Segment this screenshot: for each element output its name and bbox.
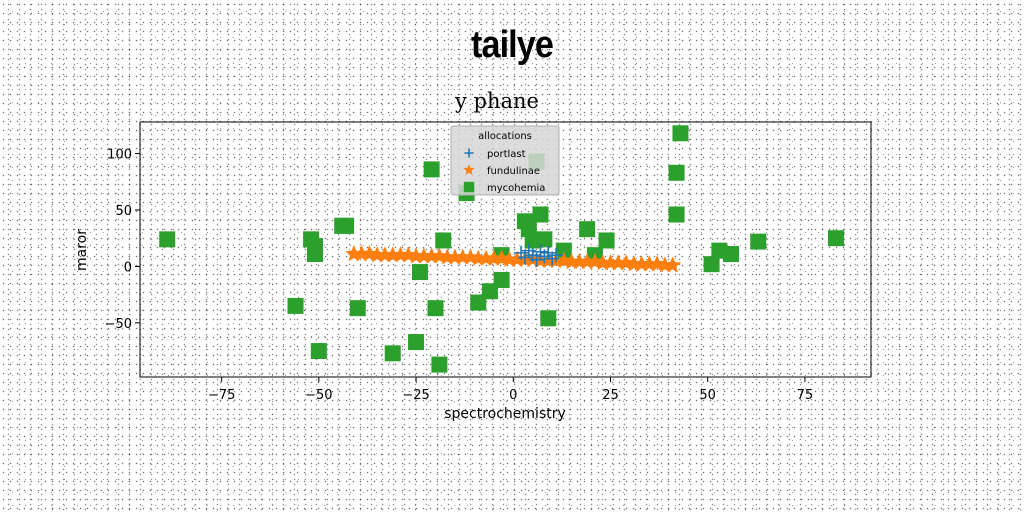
y-axis-label: maror: [74, 229, 90, 271]
point-mycohemia: [159, 231, 176, 248]
point-mycohemia: [349, 300, 366, 317]
point-mycohemia: [668, 164, 685, 181]
point-portlast: [529, 252, 544, 267]
legend-marker-portlast: [464, 148, 474, 158]
point-mycohemia: [310, 343, 327, 360]
series-portlast: [514, 243, 564, 267]
y-tick-label: 50: [115, 204, 132, 219]
axes-frame: [139, 121, 872, 378]
point-mycohemia: [828, 230, 845, 247]
x-tick-label: 75: [797, 388, 814, 403]
point-mycohemia: [384, 345, 401, 362]
point-portlast: [549, 248, 564, 263]
y-tick-label: 100: [107, 148, 132, 163]
point-mycohemia: [408, 334, 425, 351]
x-tick-label: 50: [699, 388, 716, 403]
point-mycohemia: [423, 161, 440, 178]
x-tick-label: −25: [402, 388, 429, 403]
y-tick-label: −50: [105, 317, 132, 332]
series-fundulinae: [345, 245, 682, 273]
point-mycohemia: [427, 300, 444, 317]
x-tick-label: −50: [305, 388, 332, 403]
legend-entry-label: mycohemia: [487, 183, 545, 194]
x-axis-label: spectrochemistry: [444, 406, 566, 422]
point-mycohemia: [750, 233, 767, 250]
point-mycohemia: [306, 246, 323, 263]
x-tick-label: 25: [602, 388, 619, 403]
point-mycohemia: [703, 256, 720, 273]
x-tick-label: −75: [208, 388, 235, 403]
legend-title: allocations: [478, 131, 532, 142]
point-mycohemia: [411, 264, 428, 281]
point-mycohemia: [338, 217, 355, 234]
point-mycohemia: [668, 206, 685, 223]
point-mycohemia: [431, 356, 448, 373]
point-mycohemia: [723, 246, 740, 263]
chart-title: y phane: [454, 89, 539, 113]
point-mycohemia: [287, 297, 304, 314]
legend: allocations portlast fundulinae mycohemia: [450, 125, 560, 196]
figure-suptitle: tailye: [470, 24, 554, 66]
plot-area: [159, 125, 845, 373]
point-mycohemia: [540, 310, 557, 327]
y-tick-label: 0: [124, 260, 132, 275]
legend-box: [450, 125, 560, 196]
point-mycohemia: [536, 231, 553, 248]
point-mycohemia: [493, 271, 510, 288]
point-fundulinae: [664, 256, 682, 273]
point-mycohemia: [598, 232, 615, 249]
legend-entry-label: fundulinae: [487, 166, 540, 177]
legend-marker-fundulinae: [463, 164, 475, 175]
legend-entry-label: portlast: [487, 149, 526, 160]
point-mycohemia: [579, 221, 596, 238]
axes: −75 −50 −25 0 25 50 75 −50 0 50 100: [105, 148, 814, 403]
point-mycohemia: [532, 206, 549, 223]
point-mycohemia: [672, 125, 689, 142]
legend-marker-mycohemia: [463, 181, 475, 193]
x-tick-label: 0: [509, 388, 517, 403]
point-mycohemia: [435, 232, 452, 249]
